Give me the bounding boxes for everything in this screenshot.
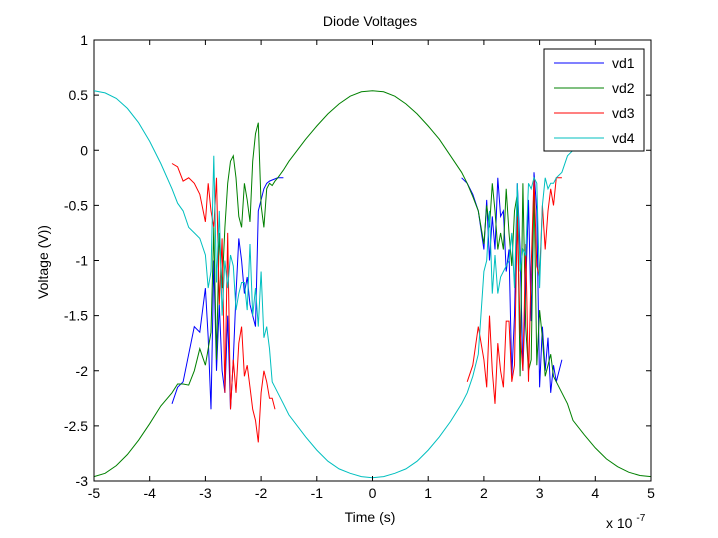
x-tick-label: 2 bbox=[480, 485, 488, 501]
y-tick-label: 0.5 bbox=[69, 87, 89, 103]
y-tick-label: -2.5 bbox=[64, 418, 88, 434]
legend-label-vd3: vd3 bbox=[612, 105, 635, 121]
legend-label-vd2: vd2 bbox=[612, 80, 635, 96]
x-tick-label: -1 bbox=[311, 485, 324, 501]
x-tick-label: -4 bbox=[143, 485, 156, 501]
x-tick-label: -5 bbox=[88, 485, 101, 501]
x-axis-multiplier: x 10 -7 bbox=[606, 513, 646, 531]
series-line-vd3 bbox=[466, 177, 562, 404]
y-tick-label: 1 bbox=[80, 32, 88, 48]
x-tick-label: -2 bbox=[255, 485, 268, 501]
axis-ticks: -5 -4 -3 -2 -1 0 1 2 3 4 5 1 0.5 0 -0.5 -1 -1.5 -2 -2.5 -3 bbox=[64, 32, 655, 501]
y-tick-label: 0 bbox=[80, 142, 88, 158]
x-tick-label: -3 bbox=[199, 485, 212, 501]
y-tick-label: -2 bbox=[76, 363, 89, 379]
x-multiplier-exponent: -7 bbox=[636, 513, 645, 524]
y-tick-label: -1 bbox=[76, 253, 89, 269]
series-line-vd1 bbox=[171, 177, 284, 410]
chart-title: Diode Voltages bbox=[323, 13, 417, 29]
y-tick-label: -0.5 bbox=[64, 197, 88, 213]
series-line-vd4 bbox=[93, 90, 574, 479]
x-tick-label: 0 bbox=[369, 485, 377, 501]
x-tick-label: 3 bbox=[536, 485, 544, 501]
legend: vd1 vd2 vd3 vd4 bbox=[543, 48, 645, 152]
y-axis-label: Voltage (V)) bbox=[35, 225, 51, 299]
x-tick-label: 4 bbox=[591, 485, 599, 501]
legend-label-vd4: vd4 bbox=[612, 130, 635, 146]
x-axis-label: Time (s) bbox=[345, 509, 396, 525]
legend-box bbox=[543, 48, 645, 152]
x-tick-label: 5 bbox=[647, 485, 655, 501]
series-lines bbox=[93, 90, 652, 479]
series-line-vd3 bbox=[171, 163, 276, 443]
y-tick-label: -3 bbox=[76, 473, 89, 489]
x-multiplier-base: x 10 bbox=[606, 515, 633, 531]
y-tick-label: -1.5 bbox=[64, 308, 88, 324]
x-tick-label: 1 bbox=[424, 485, 432, 501]
legend-label-vd1: vd1 bbox=[612, 55, 635, 71]
